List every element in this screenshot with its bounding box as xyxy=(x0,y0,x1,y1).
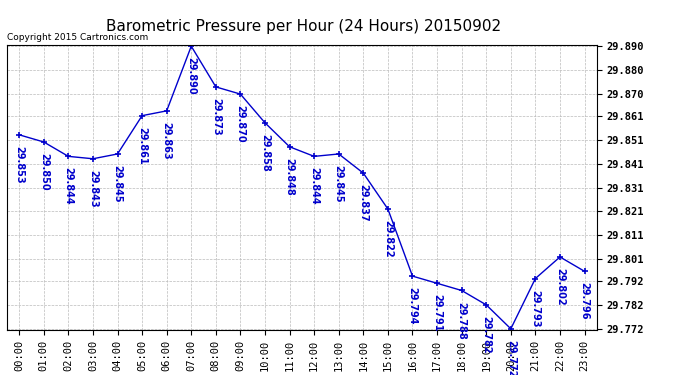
Text: Pressure  (Inches/Hg): Pressure (Inches/Hg) xyxy=(525,30,635,39)
Text: Copyright 2015 Cartronics.com: Copyright 2015 Cartronics.com xyxy=(7,33,148,42)
Text: 29.837: 29.837 xyxy=(358,184,368,222)
Text: 29.848: 29.848 xyxy=(284,158,295,196)
Text: 29.794: 29.794 xyxy=(408,287,417,325)
Text: 29.850: 29.850 xyxy=(39,153,49,191)
Text: 29.793: 29.793 xyxy=(531,290,540,327)
Text: 29.782: 29.782 xyxy=(481,316,491,354)
Text: 29.870: 29.870 xyxy=(235,105,246,143)
Text: 29.796: 29.796 xyxy=(580,282,589,320)
Text: 29.861: 29.861 xyxy=(137,127,147,164)
Text: 29.845: 29.845 xyxy=(112,165,123,203)
Text: 29.791: 29.791 xyxy=(432,294,442,332)
Text: 29.844: 29.844 xyxy=(63,168,73,205)
Text: 29.802: 29.802 xyxy=(555,268,565,306)
Text: 29.873: 29.873 xyxy=(211,98,221,136)
Text: 29.822: 29.822 xyxy=(383,220,393,258)
Text: 29.843: 29.843 xyxy=(88,170,98,207)
Text: 29.845: 29.845 xyxy=(334,165,344,203)
Text: 29.890: 29.890 xyxy=(186,57,196,95)
Text: 29.844: 29.844 xyxy=(309,168,319,205)
Text: 29.853: 29.853 xyxy=(14,146,24,183)
Text: 29.772: 29.772 xyxy=(506,340,516,375)
Text: 29.863: 29.863 xyxy=(161,122,172,160)
Text: 29.858: 29.858 xyxy=(260,134,270,172)
Text: 29.788: 29.788 xyxy=(457,302,466,339)
Text: Barometric Pressure per Hour (24 Hours) 20150902: Barometric Pressure per Hour (24 Hours) … xyxy=(106,19,501,34)
